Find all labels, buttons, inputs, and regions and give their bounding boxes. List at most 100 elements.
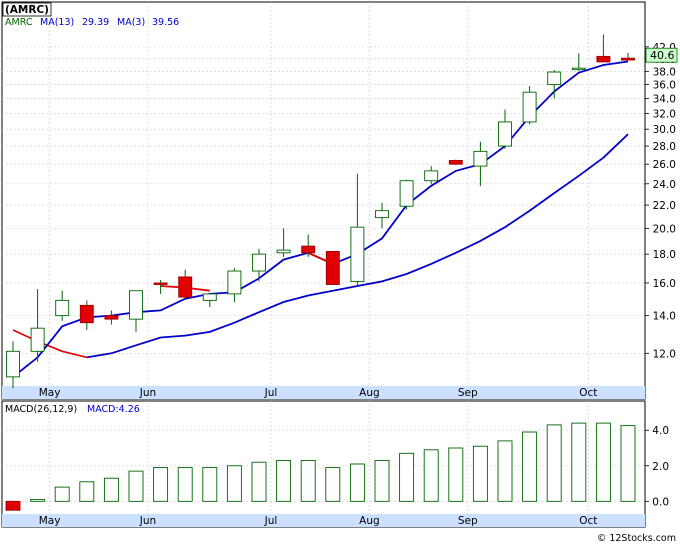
macd-panel [1, 400, 646, 528]
last-price-box [645, 47, 678, 63]
candle [178, 269, 193, 299]
candle [252, 248, 266, 282]
legend-ma13-label: MA(13) [40, 17, 74, 28]
candle-body-down [621, 57, 635, 61]
macd-bar [251, 461, 267, 502]
macd-x-tick-label: Oct [579, 515, 597, 527]
legend-series-label: AMRC [5, 17, 33, 28]
legend-ma3-label: MA(3) [117, 17, 145, 28]
candle-body-up [522, 91, 537, 123]
candle-body-up [129, 290, 143, 320]
macd-x-tick-label: May [39, 515, 61, 527]
price-x-tick-label: May [39, 387, 61, 399]
candle [55, 290, 70, 321]
macd-label: MACD(26,12,9) [5, 404, 77, 415]
macd-bar [54, 486, 70, 502]
ma13-line-early [86, 289, 333, 359]
candle [547, 70, 562, 99]
candle [301, 234, 316, 257]
macd-bar [522, 431, 538, 502]
candle [473, 141, 488, 186]
price-x-tick-label: Jul [264, 387, 278, 399]
macd-bar [30, 499, 46, 502]
price-x-tick-label: Oct [579, 387, 597, 399]
candle [375, 202, 389, 229]
candle [596, 34, 611, 63]
price-panel [1, 1, 646, 400]
macd-y-ticks: 0.0 2.0 4.0 [645, 425, 669, 508]
ma13-line [332, 133, 629, 292]
candle [153, 279, 168, 294]
price-x-ticks: May Jun Jul Aug Sep Oct [39, 387, 598, 399]
price-y-tick-label: 26.0 [653, 159, 676, 171]
price-y-tick-label: 30.0 [653, 124, 676, 136]
candle-body-down [153, 282, 168, 285]
candle-body-up [55, 299, 70, 317]
price-y-tick-label: 16.0 [653, 278, 676, 290]
macd-bar [571, 422, 587, 502]
candle-body-up [498, 121, 512, 147]
candle [79, 300, 94, 331]
candle [448, 159, 463, 166]
candle-body-up [399, 180, 414, 207]
price-y-tick-label: 28.0 [653, 141, 676, 153]
candle-body-up [276, 249, 291, 254]
price-y-tick-label: 22.0 [653, 200, 676, 212]
price-y-tick-label: 18.0 [653, 249, 676, 261]
macd-gridlines [2, 401, 645, 514]
candle-body-up [252, 253, 266, 272]
macd-bar [103, 477, 119, 502]
macd-bar [300, 459, 316, 502]
price-y-tick-label: 36.0 [653, 80, 676, 92]
macd-x-tick-label: Jul [264, 515, 278, 527]
macd-y-tick-label: 2.0 [652, 461, 669, 473]
price-x-tick-label: Jun [139, 387, 156, 399]
price-axis-strip [2, 386, 645, 399]
macd-bar [374, 459, 390, 502]
ticker-label: (AMRC) [5, 4, 49, 16]
candle-body-up [6, 350, 20, 378]
macd-value-label: MACD:4.26 [87, 404, 140, 415]
macd-bar [226, 465, 242, 502]
price-y-tick-label: 20.0 [653, 223, 676, 235]
candle [30, 289, 45, 362]
candle-body-up [202, 293, 217, 301]
price-y-tick-label: 24.0 [653, 179, 676, 191]
candle-body-up [375, 210, 389, 219]
candle-body-up [571, 67, 586, 71]
credit-footer: © 12Stocks.com [597, 533, 676, 544]
macd-y-tick-label: 0.0 [652, 496, 669, 508]
price-gridlines [2, 2, 645, 386]
candle [6, 341, 20, 389]
macd-bar [202, 467, 218, 502]
candle-body-down [79, 304, 94, 324]
macd-bar [546, 424, 562, 502]
candle-body-up [547, 71, 562, 86]
legend-ma13-value: 29.39 [82, 17, 109, 28]
macd-x-tick-label: Aug [359, 515, 380, 527]
macd-bar [153, 467, 169, 502]
price-y-tick-label: 34.0 [653, 94, 676, 106]
candle-body-up [424, 170, 439, 182]
macd-y-tick-label: 4.0 [652, 425, 669, 437]
candle [571, 53, 586, 71]
macd-bar [128, 470, 144, 502]
macd-bar [325, 467, 341, 502]
legend-ma3-value: 39.56 [152, 17, 179, 28]
candle [522, 85, 537, 125]
candles [6, 34, 635, 389]
macd-bar [399, 452, 415, 502]
macd-bar [448, 447, 464, 502]
macd-bar [349, 463, 365, 502]
candle-body-up [473, 150, 488, 167]
price-x-tick-label: Sep [458, 387, 478, 399]
macd-bar [276, 459, 292, 502]
candle [104, 310, 119, 325]
ma13-line-red [12, 329, 87, 359]
macd-axis-strip [2, 514, 645, 527]
price-y-tick-label: 14.0 [653, 311, 676, 323]
price-y-tick-label: 12.0 [653, 348, 676, 360]
candle [399, 179, 414, 210]
